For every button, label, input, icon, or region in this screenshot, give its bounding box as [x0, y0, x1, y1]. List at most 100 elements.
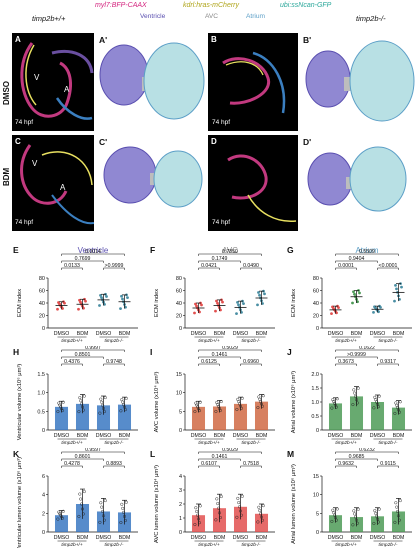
y-tick-label: 1.0 [311, 400, 319, 406]
group-label: timp2b+/+ [335, 440, 357, 446]
data-point [354, 398, 359, 402]
group-label: timp2b-/- [379, 440, 398, 446]
data-point [78, 492, 82, 496]
y-tick-label: 2.0 [311, 372, 319, 378]
data-point [259, 515, 264, 519]
y-axis-label: ECM index [291, 289, 297, 317]
data-point [351, 301, 354, 305]
data-point [354, 515, 358, 519]
data-point [77, 307, 80, 311]
data-point [216, 301, 219, 305]
p-value: 0.5029 [222, 448, 238, 453]
data-point [59, 405, 63, 409]
x-tick-label: BDM [351, 535, 363, 541]
data-point [353, 512, 357, 516]
data-point [356, 507, 360, 511]
bar [117, 404, 132, 430]
data-point [239, 406, 243, 410]
x-tick-label: DMSO [370, 331, 386, 337]
data-point [217, 506, 221, 510]
data-point [60, 516, 64, 520]
panel-c2-render: C' [96, 135, 206, 231]
data-point [377, 507, 381, 511]
data-point [101, 406, 106, 410]
data-point [330, 312, 333, 316]
chart-I: I 0 5 10 15 AVC volume (x10⁴ μm³) DMSO BDM DMSO B… [150, 346, 275, 446]
data-point [120, 294, 123, 298]
x-tick-label: BDM [119, 331, 131, 337]
data-point [100, 505, 104, 509]
group-label: timp2b+/+ [61, 542, 83, 548]
data-point [194, 506, 198, 510]
data-point [238, 505, 242, 509]
group-label: timp2b+/+ [198, 440, 220, 446]
group-label: timp2b-/- [242, 338, 261, 344]
y-axis-label: ECM index [17, 289, 23, 317]
data-point [193, 311, 196, 315]
x-tick-label: DMSO [370, 535, 386, 541]
chart-title: Ventricle [78, 246, 109, 255]
p-value: 0.5509 [359, 249, 375, 255]
x-tick-label: BDM [119, 433, 131, 439]
data-point [57, 510, 61, 514]
x-tick-label: BDM [77, 331, 89, 337]
x-tick-label: BDM [214, 433, 226, 439]
x-tick-label: DMSO [328, 331, 344, 337]
data-point [238, 509, 243, 513]
panel-label-b: B [211, 35, 217, 44]
x-tick-label: BDM [393, 433, 405, 439]
data-point [235, 407, 239, 411]
data-point [263, 292, 266, 296]
y-tick-label: 0 [42, 326, 45, 332]
x-tick-label: DMSO [191, 433, 207, 439]
x-tick-label: DMSO [191, 535, 207, 541]
data-point [59, 515, 64, 519]
data-point [99, 293, 102, 297]
data-point [372, 521, 376, 526]
y-tick-label: 1.5 [37, 372, 45, 378]
data-point [396, 509, 400, 513]
data-point [351, 523, 355, 527]
data-point [195, 509, 199, 513]
x-tick-label: BDM [256, 433, 268, 439]
p-value: 0.0490 [243, 263, 259, 269]
bar [96, 405, 111, 430]
data-point [374, 511, 378, 515]
x-tick-label: BDM [351, 331, 363, 337]
data-point [123, 518, 127, 523]
data-point [198, 400, 202, 404]
y-tick-label: 1.0 [37, 391, 45, 397]
chart-title: AVC [222, 246, 238, 255]
data-point [60, 409, 64, 413]
data-point [59, 513, 63, 517]
data-point [58, 512, 62, 516]
data-point [331, 398, 335, 402]
group-label: timp2b-/- [105, 338, 124, 344]
data-point [63, 301, 66, 305]
data-point [119, 307, 122, 311]
p-value: 0.0001 [338, 263, 354, 269]
legend-kdrl: kdrl:hras-mCherry [183, 2, 240, 9]
data-point [395, 287, 398, 291]
panel-c-image: C V A 74 hpf [12, 135, 94, 231]
p-value: 0.8893 [106, 461, 122, 467]
data-point [351, 403, 355, 407]
y-tick-label: 5 [179, 409, 182, 415]
data-point [396, 514, 401, 518]
data-point [261, 504, 265, 508]
group-label: timp2b+/+ [335, 338, 357, 344]
y-tick-label: 0 [179, 326, 182, 332]
p-value: >0.9999 [347, 352, 366, 358]
x-tick-label: BDM [77, 535, 89, 541]
data-point [355, 401, 359, 405]
data-point [197, 521, 201, 525]
timepoint: 74 hpf [15, 219, 34, 226]
chart-J: J 0 0.5 1.0 1.5 2.0 Atrial volume (x10⁶ μm³) DM… [287, 346, 412, 446]
label-v: V [34, 73, 40, 82]
panel-label-m: M [287, 449, 294, 459]
data-point [79, 497, 83, 501]
p-value: <0.0001 [379, 263, 398, 269]
data-point [372, 310, 375, 314]
y-tick-label: 80 [313, 276, 319, 282]
genotype-mut: timp2b-/- [356, 14, 386, 23]
